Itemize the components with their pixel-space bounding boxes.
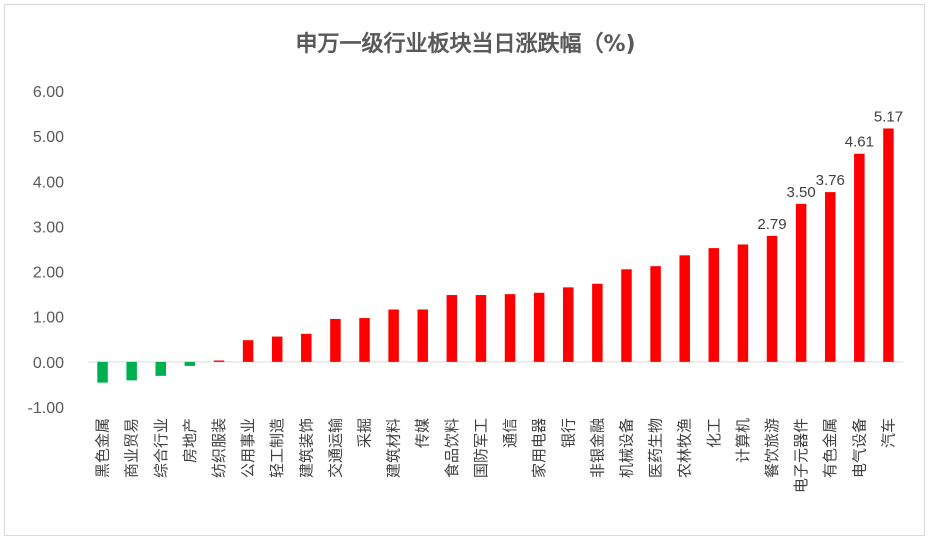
- bar: [97, 361, 108, 383]
- y-tick-label: -1.00: [28, 400, 65, 417]
- bar: [475, 295, 487, 362]
- y-tick-label: 4.00: [33, 174, 64, 191]
- x-tick-label: 医药生物: [647, 418, 665, 478]
- y-tick-label: 2.00: [33, 265, 64, 282]
- bar: [621, 269, 632, 362]
- bar: [504, 294, 516, 362]
- bar: [126, 361, 137, 381]
- x-tick-label: 有色金属: [821, 418, 839, 478]
- bar: [359, 318, 370, 362]
- data-label: 2.79: [757, 216, 786, 233]
- x-tick-label: 商业贸易: [123, 418, 141, 478]
- x-tick-label: 农林牧渔: [676, 418, 694, 478]
- y-tick-label: 5.00: [33, 129, 64, 146]
- y-tick-label: 1.00: [33, 310, 64, 327]
- bar: [417, 309, 428, 362]
- bar: [446, 295, 458, 362]
- x-tick-label: 国防军工: [472, 418, 490, 478]
- x-tick-label: 通信: [501, 418, 519, 448]
- data-label: 3.50: [787, 184, 816, 201]
- x-tick-label: 采掘: [356, 418, 374, 448]
- y-tick-label: 6.00: [33, 84, 64, 101]
- x-tick-label: 电气设备: [850, 418, 868, 478]
- x-tick-label: 机械设备: [617, 418, 635, 478]
- x-tick-label: 食品饮料: [443, 418, 461, 478]
- x-tick-label: 纺织服装: [210, 418, 228, 478]
- bar: [155, 361, 167, 376]
- bar: [650, 266, 661, 362]
- chart-title: 申万一级行业板块当日涨跌幅（%): [295, 32, 636, 57]
- bar: [563, 287, 574, 362]
- bar: [242, 340, 254, 362]
- bar: [271, 336, 283, 362]
- x-tick-label: 公用事业: [239, 418, 257, 478]
- y-tick-label: 0.00: [33, 355, 64, 372]
- x-tick-label: 银行: [559, 418, 577, 448]
- x-tick-label: 房地产: [181, 418, 199, 463]
- x-tick-label: 交通运输: [326, 418, 344, 478]
- x-tick-label: 电子元器件: [792, 418, 810, 493]
- data-label: 3.76: [816, 172, 845, 189]
- bar: [184, 361, 196, 366]
- bar: [766, 235, 778, 362]
- bar: [301, 333, 312, 362]
- x-tick-label: 汽车: [879, 418, 897, 448]
- bar: [824, 192, 836, 362]
- bar: [213, 360, 225, 362]
- x-tick-label: 非银金融: [588, 418, 606, 478]
- bar: [533, 292, 545, 362]
- bar: [883, 128, 894, 362]
- x-tick-label: 建筑装饰: [297, 418, 315, 478]
- bar: [795, 203, 807, 362]
- x-tick-label: 化工: [705, 418, 723, 448]
- data-label: 5.17: [874, 108, 903, 125]
- data-label: 4.61: [845, 134, 874, 151]
- bar: [592, 283, 603, 362]
- bar: [388, 309, 399, 362]
- bar: [330, 318, 341, 362]
- x-tick-label: 计算机: [734, 418, 752, 463]
- bar: [737, 244, 749, 362]
- y-tick-label: 3.00: [33, 219, 64, 236]
- bar: [679, 255, 690, 362]
- x-tick-label: 餐饮旅游: [763, 418, 781, 478]
- x-tick-label: 轻工制造: [268, 418, 286, 478]
- x-tick-label: 黑色金属: [94, 418, 112, 478]
- bar: [854, 153, 865, 362]
- x-tick-label: 综合行业: [152, 418, 170, 478]
- x-tick-label: 传媒: [414, 418, 432, 448]
- x-tick-label: 家用电器: [530, 418, 548, 478]
- x-tick-label: 建筑材料: [385, 418, 403, 478]
- bar: [708, 248, 720, 362]
